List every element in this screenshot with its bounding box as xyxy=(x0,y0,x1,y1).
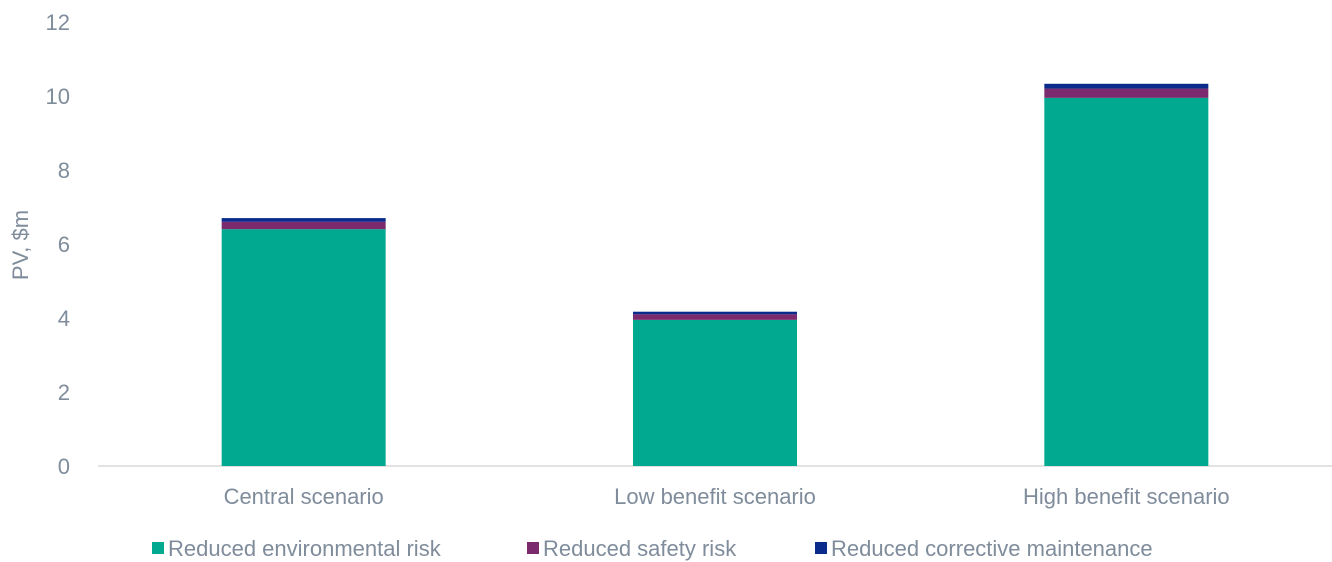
y-axis-title: PV, $m xyxy=(8,210,33,280)
legend-swatch xyxy=(815,542,827,554)
y-tick-label: 10 xyxy=(46,84,70,109)
legend-label: Reduced environmental risk xyxy=(168,536,442,561)
y-tick-label: 0 xyxy=(58,454,70,479)
x-tick-label: Central scenario xyxy=(224,484,384,509)
legend-swatch xyxy=(152,542,164,554)
y-tick-label: 8 xyxy=(58,158,70,183)
bar-segment xyxy=(633,311,797,315)
bar-segment xyxy=(1044,88,1209,98)
bar-segment xyxy=(221,229,386,466)
y-tick-label: 2 xyxy=(58,380,70,405)
legend-label: Reduced corrective maintenance xyxy=(831,536,1153,561)
x-tick-label: Low benefit scenario xyxy=(614,484,816,509)
x-axis-ticks: Central scenario Low benefit scenario High… xyxy=(224,484,1230,509)
legend-label: Reduced safety risk xyxy=(543,536,737,561)
y-tick-label: 6 xyxy=(58,232,70,257)
bar-segment xyxy=(221,221,386,230)
x-tick-label: High benefit scenario xyxy=(1023,484,1230,509)
bar-segment xyxy=(633,319,797,466)
y-tick-label: 12 xyxy=(46,10,70,35)
bar-segment xyxy=(1044,83,1209,89)
bar-segment xyxy=(1044,97,1209,466)
y-tick-label: 4 xyxy=(58,306,70,331)
bars xyxy=(221,83,1209,466)
legend: Reduced environmental risk Reduced safety… xyxy=(152,536,1153,561)
bar-segment xyxy=(633,314,797,320)
bar-segment xyxy=(221,218,386,222)
legend-swatch xyxy=(527,542,539,554)
y-axis-ticks: 0 2 4 6 8 10 12 xyxy=(46,10,70,479)
